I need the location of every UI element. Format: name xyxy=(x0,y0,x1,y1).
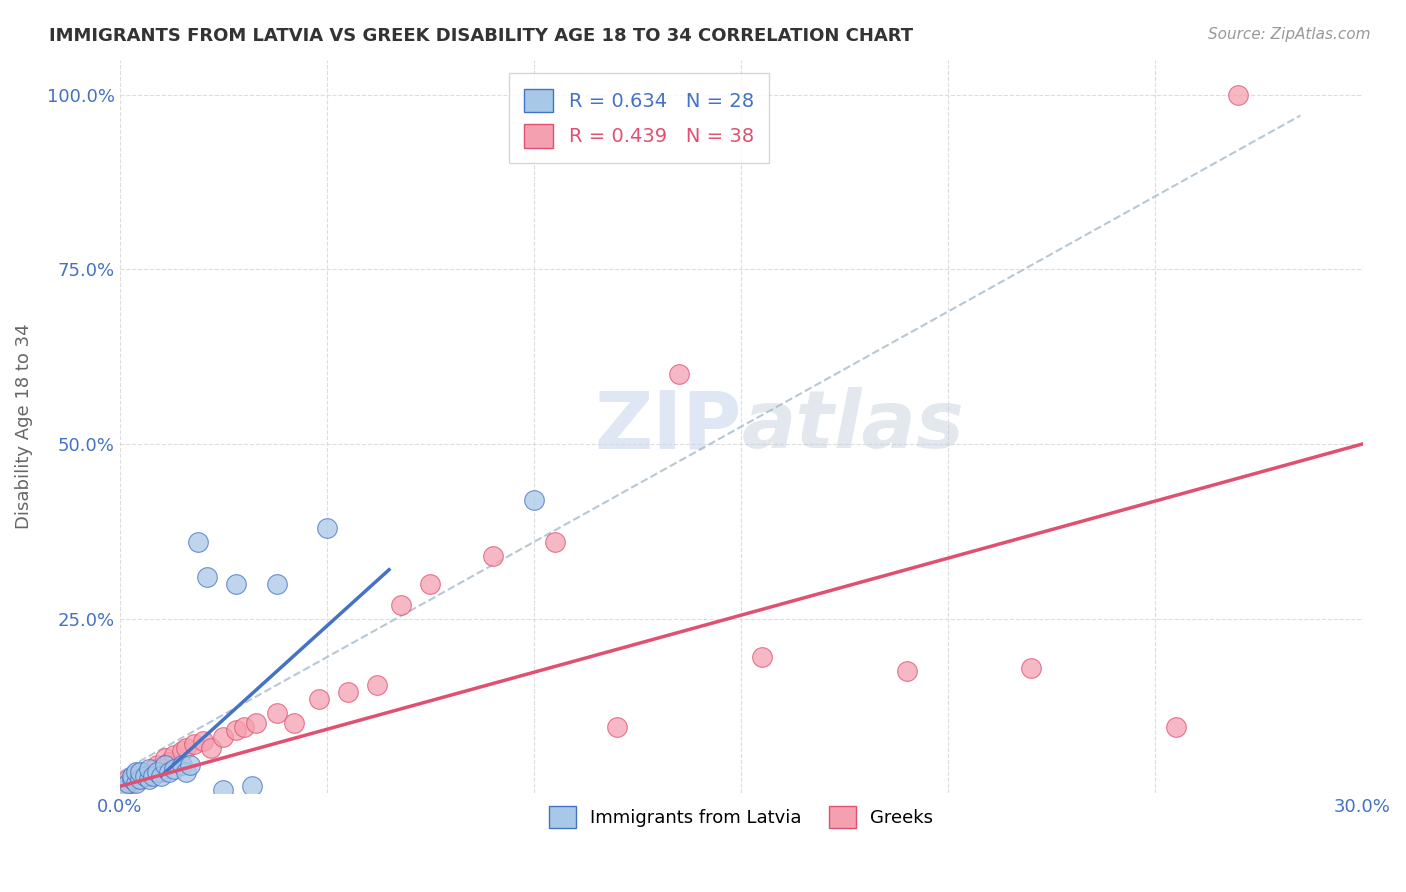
Point xyxy=(240,780,263,794)
Point xyxy=(146,758,169,772)
Point xyxy=(896,664,918,678)
Point xyxy=(134,769,156,783)
Point xyxy=(125,776,148,790)
Point xyxy=(150,769,173,783)
Point xyxy=(212,782,235,797)
Point xyxy=(187,534,209,549)
Point xyxy=(668,367,690,381)
Point xyxy=(481,549,503,563)
Point xyxy=(150,765,173,780)
Point xyxy=(112,780,135,794)
Point xyxy=(1019,660,1042,674)
Point xyxy=(391,598,413,612)
Point xyxy=(195,570,218,584)
Point xyxy=(162,762,184,776)
Point xyxy=(191,734,214,748)
Point xyxy=(117,776,139,790)
Point xyxy=(544,534,567,549)
Point xyxy=(170,758,193,772)
Point xyxy=(174,765,197,780)
Text: atlas: atlas xyxy=(741,387,965,466)
Text: IMMIGRANTS FROM LATVIA VS GREEK DISABILITY AGE 18 TO 34 CORRELATION CHART: IMMIGRANTS FROM LATVIA VS GREEK DISABILI… xyxy=(49,27,914,45)
Point xyxy=(1166,720,1188,734)
Point xyxy=(138,762,160,776)
Point xyxy=(125,769,148,783)
Point xyxy=(266,706,288,720)
Point xyxy=(266,576,288,591)
Point xyxy=(155,758,177,772)
Point xyxy=(606,720,628,734)
Point xyxy=(138,772,160,787)
Point xyxy=(751,650,773,665)
Point xyxy=(138,769,160,783)
Point xyxy=(134,765,156,780)
Point xyxy=(121,769,143,783)
Point xyxy=(366,678,388,692)
Point xyxy=(283,716,305,731)
Point xyxy=(170,744,193,758)
Point xyxy=(121,772,143,787)
Point xyxy=(200,740,222,755)
Point xyxy=(308,692,330,706)
Point xyxy=(225,576,247,591)
Point xyxy=(183,738,205,752)
Point xyxy=(179,758,201,772)
Legend: Immigrants from Latvia, Greeks: Immigrants from Latvia, Greeks xyxy=(541,799,941,836)
Y-axis label: Disability Age 18 to 34: Disability Age 18 to 34 xyxy=(15,324,32,529)
Point xyxy=(146,765,169,780)
Point xyxy=(112,780,135,794)
Point xyxy=(174,740,197,755)
Point xyxy=(155,751,177,765)
Point xyxy=(419,576,441,591)
Text: Source: ZipAtlas.com: Source: ZipAtlas.com xyxy=(1208,27,1371,42)
Point xyxy=(245,716,267,731)
Point xyxy=(129,772,152,787)
Point xyxy=(233,720,256,734)
Point xyxy=(212,731,235,745)
Point xyxy=(142,769,165,783)
Point xyxy=(129,772,152,787)
Point xyxy=(159,765,181,780)
Point xyxy=(315,521,337,535)
Point xyxy=(121,776,143,790)
Point xyxy=(162,747,184,762)
Point xyxy=(125,765,148,780)
Point xyxy=(225,723,247,738)
Point xyxy=(1227,87,1250,102)
Point xyxy=(129,765,152,780)
Text: ZIP: ZIP xyxy=(593,387,741,466)
Point xyxy=(117,772,139,787)
Point xyxy=(523,492,546,507)
Point xyxy=(336,685,359,699)
Point xyxy=(159,755,181,769)
Point xyxy=(142,762,165,776)
